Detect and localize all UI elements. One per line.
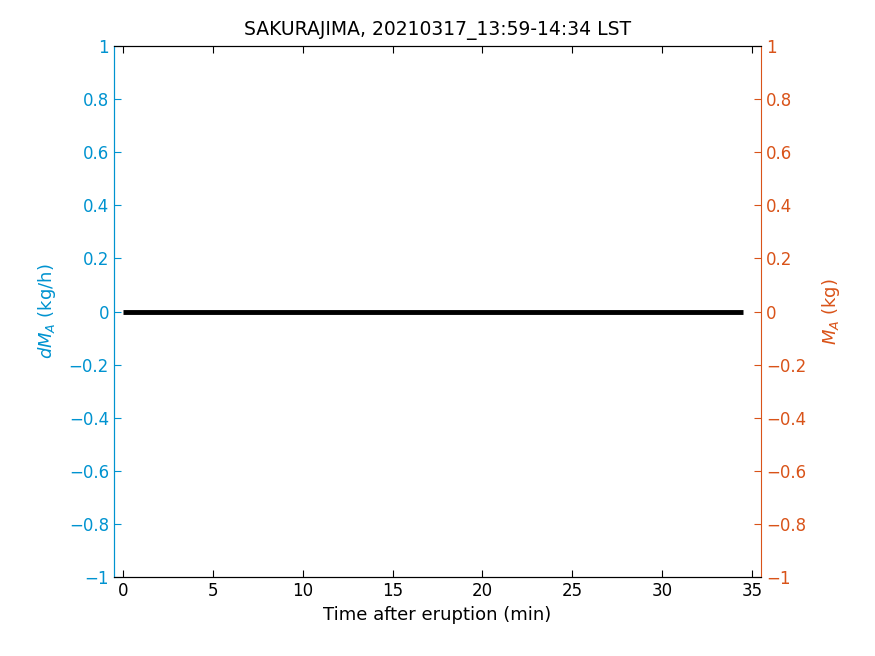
Y-axis label: $\mathit{dM}_\mathit{A}$ (kg/h): $\mathit{dM}_\mathit{A}$ (kg/h)	[36, 264, 58, 359]
X-axis label: Time after eruption (min): Time after eruption (min)	[324, 605, 551, 624]
Title: SAKURAJIMA, 20210317_13:59-14:34 LST: SAKURAJIMA, 20210317_13:59-14:34 LST	[244, 21, 631, 40]
Y-axis label: $\mathit{M}_\mathit{A}$ (kg): $\mathit{M}_\mathit{A}$ (kg)	[820, 278, 843, 345]
